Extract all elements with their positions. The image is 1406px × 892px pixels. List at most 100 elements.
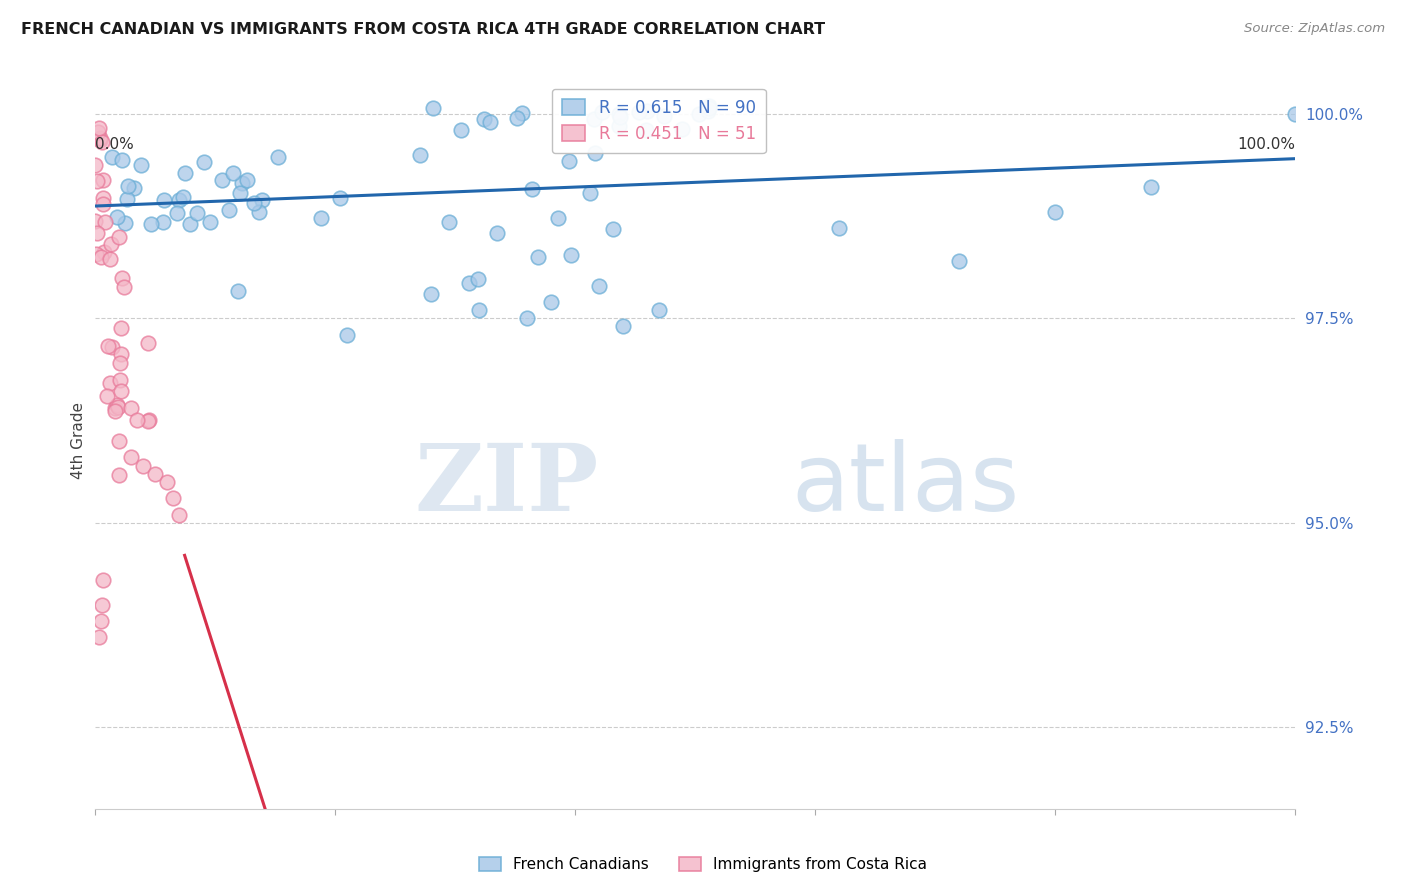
Point [186, 206, 208, 220]
Point [111, 153, 134, 167]
Point [108, 356, 131, 370]
Point [229, 186, 252, 201]
Point [89, 131, 111, 145]
Point [104, 401, 127, 416]
Point [122, 180, 145, 194]
Point [243, 196, 266, 211]
Point [468, 303, 491, 318]
Point [87, 124, 110, 138]
Point [591, 105, 613, 120]
Point [162, 491, 184, 506]
Point [485, 226, 508, 240]
Point [478, 115, 501, 129]
Point [1284, 107, 1306, 121]
Point [648, 303, 671, 318]
Point [173, 166, 195, 180]
Point [547, 211, 569, 226]
Point [138, 413, 160, 427]
Point [90, 250, 112, 264]
Point [560, 248, 582, 262]
Point [336, 327, 359, 342]
Point [652, 109, 675, 123]
Point [578, 186, 600, 201]
Point [193, 155, 215, 169]
Point [688, 107, 710, 121]
Point [115, 193, 138, 207]
Point [105, 210, 128, 224]
Point [250, 193, 273, 207]
Point [120, 401, 142, 415]
Point [510, 105, 533, 120]
Text: FRENCH CANADIAN VS IMMIGRANTS FROM COSTA RICA 4TH GRADE CORRELATION CHART: FRENCH CANADIAN VS IMMIGRANTS FROM COSTA… [21, 22, 825, 37]
Point [516, 311, 538, 326]
Point [94, 215, 117, 229]
Point [108, 230, 131, 244]
Point [247, 204, 270, 219]
Point [697, 101, 720, 115]
Point [114, 216, 136, 230]
Point [84, 213, 107, 227]
Point [329, 191, 352, 205]
Point [120, 450, 142, 465]
Point [231, 176, 253, 190]
Point [472, 112, 495, 126]
Point [1043, 205, 1066, 219]
Point [141, 217, 163, 231]
Point [311, 211, 333, 225]
Point [105, 399, 128, 413]
Point [671, 122, 693, 136]
Point [607, 119, 630, 133]
Point [607, 106, 630, 120]
Point [90, 136, 112, 150]
Point [101, 150, 124, 164]
Point [558, 154, 581, 169]
Point [86, 247, 108, 261]
Point [588, 278, 610, 293]
Point [198, 215, 221, 229]
Point [90, 614, 112, 628]
Point [506, 111, 529, 125]
Point [179, 218, 201, 232]
Point [609, 111, 631, 125]
Point [583, 112, 606, 127]
Point [97, 339, 120, 353]
Point [266, 150, 288, 164]
Point [86, 227, 108, 241]
Point [152, 215, 174, 229]
Point [138, 336, 160, 351]
Point [218, 203, 240, 218]
Point [222, 166, 245, 180]
Point [100, 237, 122, 252]
Point [91, 172, 114, 186]
Point [467, 272, 489, 286]
Point [422, 101, 444, 115]
Point [211, 173, 233, 187]
Point [98, 252, 121, 267]
Point [90, 598, 112, 612]
Point [101, 340, 124, 354]
Point [226, 284, 249, 298]
Text: 0.0%: 0.0% [94, 137, 134, 152]
Point [636, 103, 658, 118]
Point [89, 630, 111, 644]
Point [87, 121, 110, 136]
Point [112, 280, 135, 294]
Point [540, 295, 562, 310]
Point [91, 191, 114, 205]
Point [143, 467, 166, 481]
Point [167, 193, 190, 207]
Point [107, 468, 129, 483]
Point [108, 372, 131, 386]
Point [111, 271, 134, 285]
Point [110, 384, 132, 399]
Point [828, 221, 851, 235]
Point [155, 475, 177, 489]
Point [136, 414, 159, 428]
Point [1140, 180, 1163, 194]
Point [131, 458, 153, 473]
Point [409, 148, 432, 162]
Point [98, 376, 121, 390]
Point [86, 173, 108, 187]
Point [83, 158, 105, 172]
Point [129, 158, 152, 172]
